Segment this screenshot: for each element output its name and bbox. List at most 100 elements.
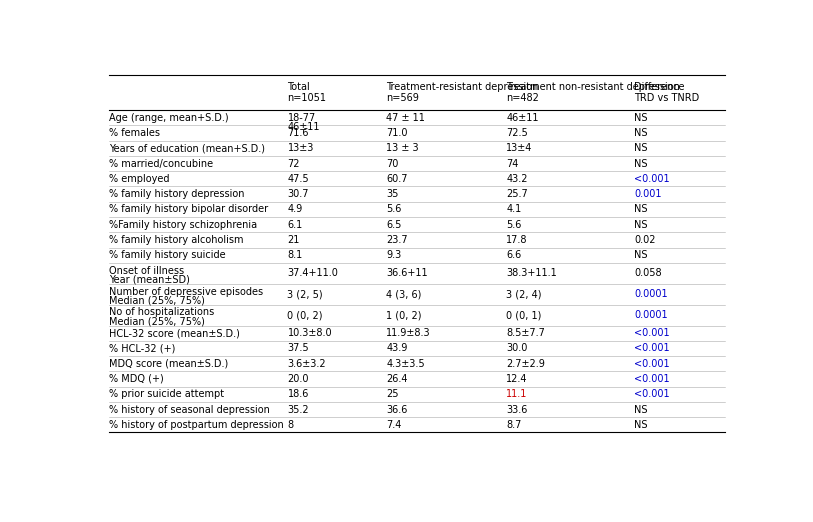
Text: % family history depression: % family history depression xyxy=(109,189,245,199)
Text: Years of education (mean+S.D.): Years of education (mean+S.D.) xyxy=(109,143,265,153)
Text: 9.3: 9.3 xyxy=(386,250,402,260)
Text: 35: 35 xyxy=(386,189,399,199)
Text: 26.4: 26.4 xyxy=(386,374,408,384)
Text: <0.001: <0.001 xyxy=(634,174,670,184)
Text: % employed: % employed xyxy=(109,174,170,184)
Text: NS: NS xyxy=(634,128,647,138)
Text: 38.3+11.1: 38.3+11.1 xyxy=(506,268,557,278)
Text: % family history alcoholism: % family history alcoholism xyxy=(109,235,244,245)
Text: % family history suicide: % family history suicide xyxy=(109,250,226,260)
Text: 25: 25 xyxy=(386,389,399,399)
Text: NS: NS xyxy=(634,204,647,215)
Text: 6.5: 6.5 xyxy=(386,220,402,230)
Text: 0.058: 0.058 xyxy=(634,268,662,278)
Text: Onset of illness: Onset of illness xyxy=(109,266,185,276)
Text: <0.001: <0.001 xyxy=(634,359,670,369)
Text: 2.7±2.9: 2.7±2.9 xyxy=(506,359,545,369)
Text: 8: 8 xyxy=(288,420,293,430)
Text: n=569: n=569 xyxy=(386,93,420,103)
Text: 47 ± 11: 47 ± 11 xyxy=(386,113,425,123)
Text: 6.6: 6.6 xyxy=(506,250,521,260)
Text: TRD vs TNRD: TRD vs TNRD xyxy=(634,93,699,103)
Text: 71.6: 71.6 xyxy=(288,128,309,138)
Text: 36.6+11: 36.6+11 xyxy=(386,268,428,278)
Text: Year (mean±SD): Year (mean±SD) xyxy=(109,275,190,284)
Text: Total: Total xyxy=(288,82,311,92)
Text: % history of postpartum depression: % history of postpartum depression xyxy=(109,420,284,430)
Text: 72: 72 xyxy=(288,159,300,169)
Text: 11.1: 11.1 xyxy=(506,389,528,399)
Text: 3.6±3.2: 3.6±3.2 xyxy=(288,359,326,369)
Text: NS: NS xyxy=(634,220,647,230)
Text: 46±11: 46±11 xyxy=(288,122,320,132)
Text: No of hospitalizations: No of hospitalizations xyxy=(109,307,215,317)
Text: 0.0001: 0.0001 xyxy=(634,289,667,299)
Text: NS: NS xyxy=(634,250,647,260)
Text: 5.6: 5.6 xyxy=(386,204,402,215)
Text: 25.7: 25.7 xyxy=(506,189,528,199)
Text: 72.5: 72.5 xyxy=(506,128,528,138)
Text: % history of seasonal depression: % history of seasonal depression xyxy=(109,405,270,414)
Text: 18.6: 18.6 xyxy=(288,389,309,399)
Text: 0.0001: 0.0001 xyxy=(634,310,667,320)
Text: 3 (2, 4): 3 (2, 4) xyxy=(506,289,541,299)
Text: 8.7: 8.7 xyxy=(506,420,521,430)
Text: 46±11: 46±11 xyxy=(506,113,539,123)
Text: <0.001: <0.001 xyxy=(634,343,670,353)
Text: %Family history schizophrenia: %Family history schizophrenia xyxy=(109,220,257,230)
Text: 30.7: 30.7 xyxy=(288,189,309,199)
Text: 4 (3, 6): 4 (3, 6) xyxy=(386,289,422,299)
Text: 37.5: 37.5 xyxy=(288,343,309,353)
Text: 13±4: 13±4 xyxy=(506,143,533,153)
Text: 37.4+11.0: 37.4+11.0 xyxy=(288,268,338,278)
Text: 8.1: 8.1 xyxy=(288,250,302,260)
Text: 4.3±3.5: 4.3±3.5 xyxy=(386,359,425,369)
Text: Treatment-resistant depression: Treatment-resistant depression xyxy=(386,82,539,92)
Text: 30.0: 30.0 xyxy=(506,343,528,353)
Text: 47.5: 47.5 xyxy=(288,174,309,184)
Text: 43.2: 43.2 xyxy=(506,174,528,184)
Text: 5.6: 5.6 xyxy=(506,220,521,230)
Text: 13±3: 13±3 xyxy=(288,143,314,153)
Text: 13 ± 3: 13 ± 3 xyxy=(386,143,419,153)
Text: 60.7: 60.7 xyxy=(386,174,408,184)
Text: 10.3±8.0: 10.3±8.0 xyxy=(288,328,333,338)
Text: 12.4: 12.4 xyxy=(506,374,528,384)
Text: NS: NS xyxy=(634,113,647,123)
Text: Median (25%, 75%): Median (25%, 75%) xyxy=(109,295,205,305)
Text: MDQ score (mean±S.D.): MDQ score (mean±S.D.) xyxy=(109,359,228,369)
Text: Number of depressive episodes: Number of depressive episodes xyxy=(109,287,263,296)
Text: 20.0: 20.0 xyxy=(288,374,309,384)
Text: NS: NS xyxy=(634,420,647,430)
Text: 18-77: 18-77 xyxy=(288,113,315,123)
Text: 0.001: 0.001 xyxy=(634,189,662,199)
Text: 17.8: 17.8 xyxy=(506,235,528,245)
Text: NS: NS xyxy=(634,159,647,169)
Text: % family history bipolar disorder: % family history bipolar disorder xyxy=(109,204,268,215)
Text: Treatment non-resistant depression: Treatment non-resistant depression xyxy=(506,82,680,92)
Text: 11.9±8.3: 11.9±8.3 xyxy=(386,328,431,338)
Text: 1 (0, 2): 1 (0, 2) xyxy=(386,310,422,320)
Text: 43.9: 43.9 xyxy=(386,343,408,353)
Text: NS: NS xyxy=(634,405,647,414)
Text: HCL-32 score (mean±S.D.): HCL-32 score (mean±S.D.) xyxy=(109,328,240,338)
Text: 0 (0, 1): 0 (0, 1) xyxy=(506,310,541,320)
Text: 36.6: 36.6 xyxy=(386,405,408,414)
Text: 4.1: 4.1 xyxy=(506,204,521,215)
Text: 0.02: 0.02 xyxy=(634,235,655,245)
Text: <0.001: <0.001 xyxy=(634,374,670,384)
Text: Age (range, mean+S.D.): Age (range, mean+S.D.) xyxy=(109,113,228,123)
Text: n=1051: n=1051 xyxy=(288,93,327,103)
Text: 8.5±7.7: 8.5±7.7 xyxy=(506,328,545,338)
Text: 6.1: 6.1 xyxy=(288,220,302,230)
Text: 71.0: 71.0 xyxy=(386,128,408,138)
Text: 23.7: 23.7 xyxy=(386,235,408,245)
Text: n=482: n=482 xyxy=(506,93,539,103)
Text: 0 (0, 2): 0 (0, 2) xyxy=(288,310,323,320)
Text: <0.001: <0.001 xyxy=(634,389,670,399)
Text: 7.4: 7.4 xyxy=(386,420,402,430)
Text: 21: 21 xyxy=(288,235,300,245)
Text: % MDQ (+): % MDQ (+) xyxy=(109,374,164,384)
Text: 33.6: 33.6 xyxy=(506,405,528,414)
Text: 35.2: 35.2 xyxy=(288,405,309,414)
